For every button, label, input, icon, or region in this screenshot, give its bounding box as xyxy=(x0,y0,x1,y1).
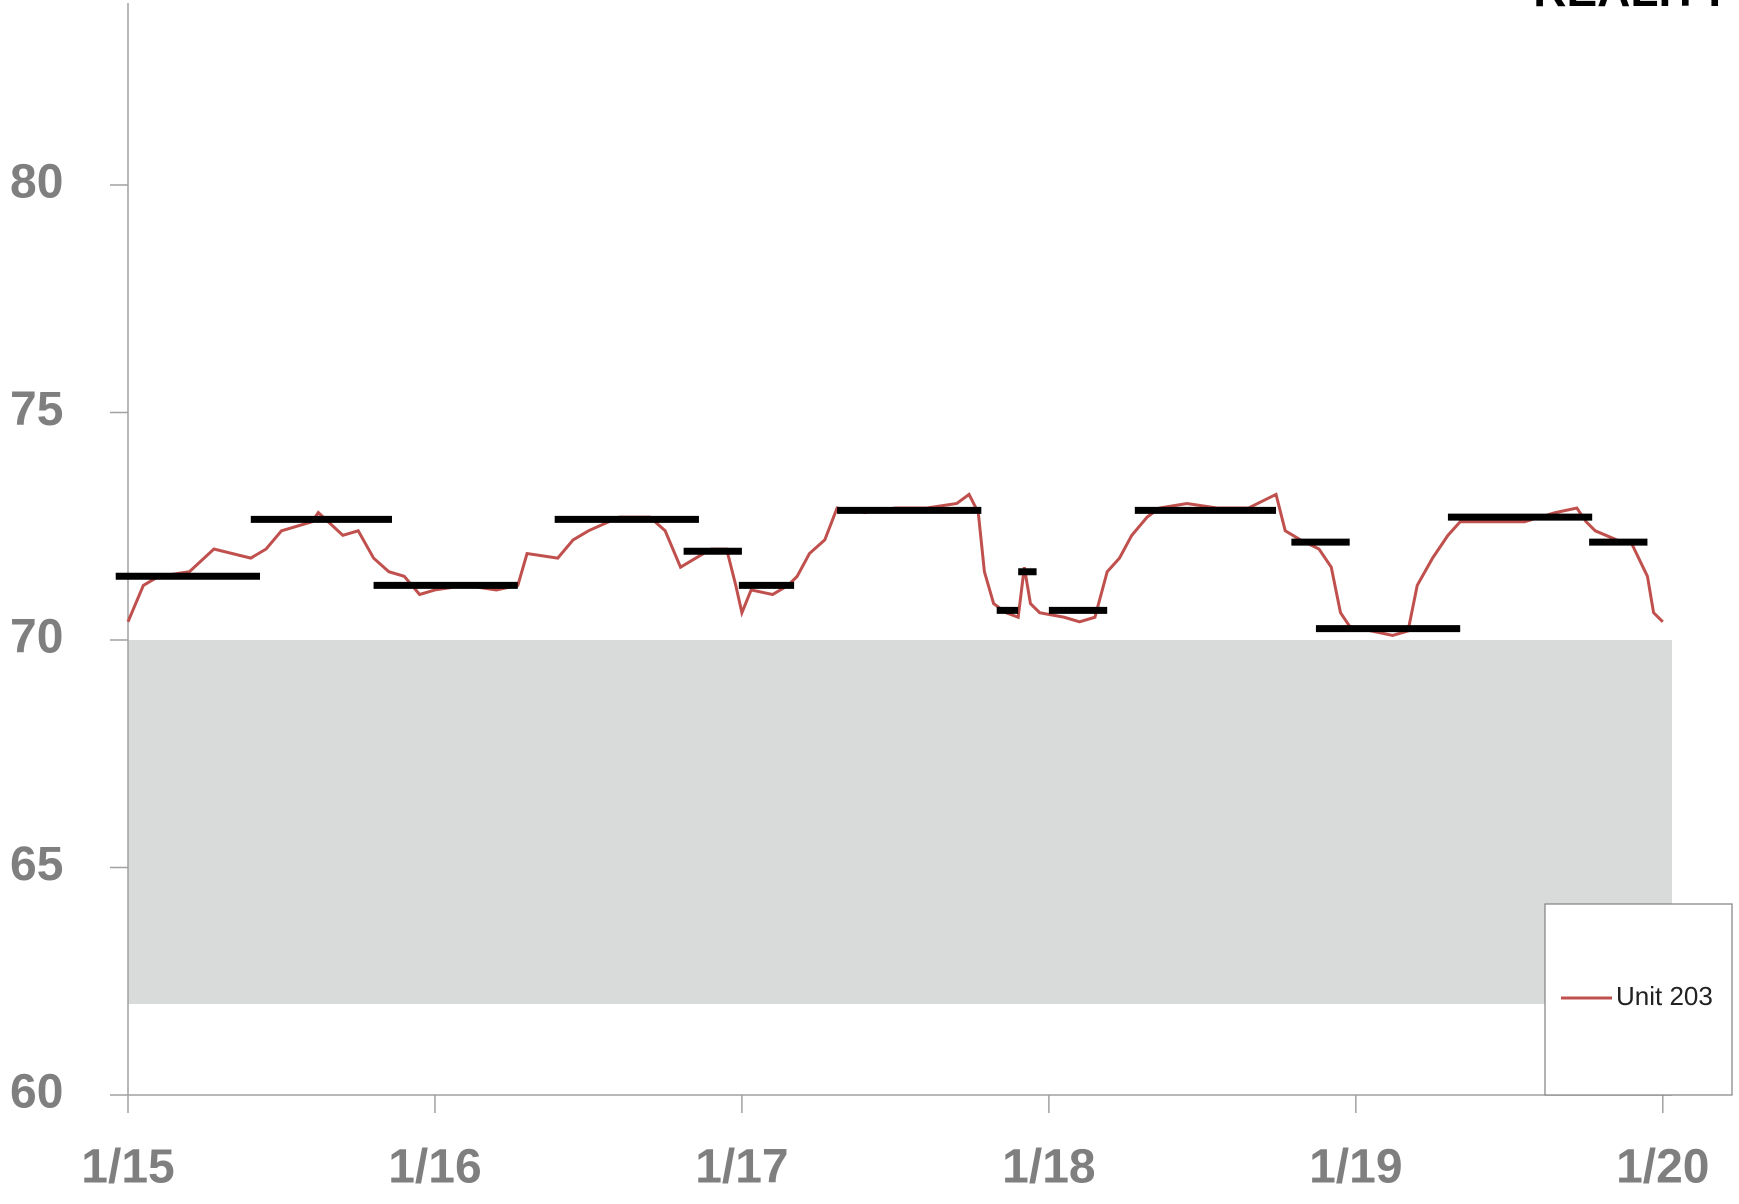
x-tick-label: 1/16 xyxy=(388,1141,481,1194)
x-tick-label: 1/20 xyxy=(1616,1141,1709,1194)
x-tick-label: 1/15 xyxy=(81,1141,174,1194)
comfort-band xyxy=(128,640,1672,1004)
legend-label: Unit 203 xyxy=(1616,981,1713,1011)
y-tick-label: 80 xyxy=(10,156,63,209)
y-tick-label: 60 xyxy=(10,1066,63,1119)
x-tick-label: 1/18 xyxy=(1002,1141,1095,1194)
series-line xyxy=(126,492,1664,637)
x-tick-label: 1/17 xyxy=(695,1141,788,1194)
y-tick-label: 70 xyxy=(10,611,63,664)
chart-title: REALITY xyxy=(1533,0,1730,16)
y-tick-label: 65 xyxy=(10,838,63,891)
x-tick-label: 1/19 xyxy=(1309,1141,1402,1194)
y-tick-label: 75 xyxy=(10,383,63,436)
